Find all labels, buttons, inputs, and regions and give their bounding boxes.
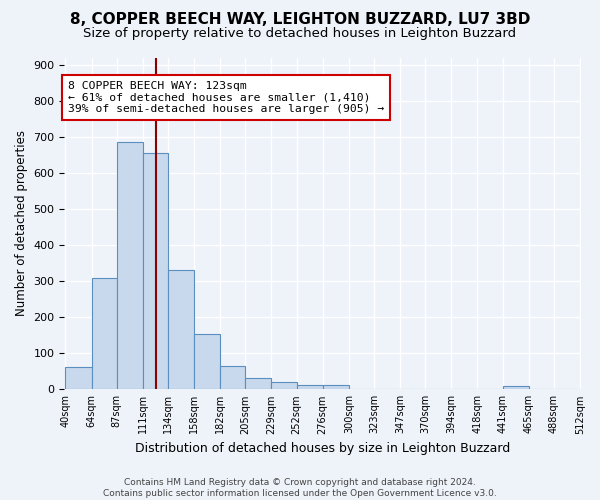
Bar: [92, 278, 117, 390]
Bar: [271, 382, 296, 390]
Bar: [296, 385, 323, 390]
Bar: [503, 386, 529, 390]
Bar: [323, 385, 349, 390]
Text: Size of property relative to detached houses in Leighton Buzzard: Size of property relative to detached ho…: [83, 28, 517, 40]
Bar: [220, 366, 245, 390]
Bar: [117, 142, 143, 390]
Bar: [245, 378, 271, 390]
X-axis label: Distribution of detached houses by size in Leighton Buzzard: Distribution of detached houses by size …: [135, 442, 511, 455]
Y-axis label: Number of detached properties: Number of detached properties: [15, 130, 28, 316]
Text: Contains HM Land Registry data © Crown copyright and database right 2024.
Contai: Contains HM Land Registry data © Crown c…: [103, 478, 497, 498]
Text: 8, COPPER BEECH WAY, LEIGHTON BUZZARD, LU7 3BD: 8, COPPER BEECH WAY, LEIGHTON BUZZARD, L…: [70, 12, 530, 28]
Bar: [194, 334, 220, 390]
Bar: [143, 153, 168, 390]
Text: 8 COPPER BEECH WAY: 123sqm
← 61% of detached houses are smaller (1,410)
39% of s: 8 COPPER BEECH WAY: 123sqm ← 61% of deta…: [68, 81, 384, 114]
Bar: [65, 367, 92, 390]
Bar: [168, 270, 194, 390]
